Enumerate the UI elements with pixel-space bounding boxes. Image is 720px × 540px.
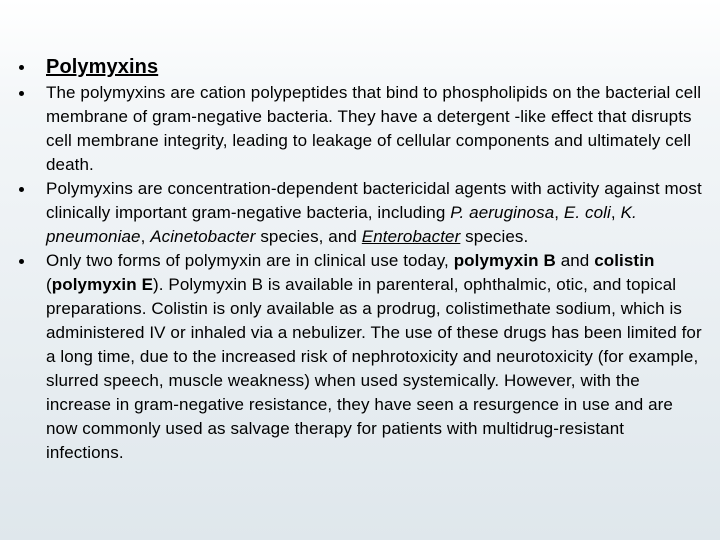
bullet-list: The polymyxins are cation polypeptides t… xyxy=(19,81,704,465)
text-run: Acinetobacter xyxy=(150,227,256,246)
text-run: , xyxy=(140,227,151,246)
text-run: and xyxy=(555,251,595,270)
bullet-item: Polymyxins are concentration-dependent b… xyxy=(19,177,704,249)
text-run: The polymyxins are cation polypeptides t… xyxy=(46,83,702,174)
text-run: species. xyxy=(460,227,529,246)
text-run: P. aeruginosa xyxy=(450,203,555,222)
text-run: polymyxin E xyxy=(51,275,154,294)
text-run: , xyxy=(610,203,621,222)
bullet xyxy=(19,65,24,70)
bullet-item: Only two forms of polymyxin are in clini… xyxy=(19,249,704,465)
text-run: E. coli xyxy=(563,203,611,222)
bullet-item: The polymyxins are cation polypeptides t… xyxy=(19,81,704,177)
text-run: Only two forms of polymyxin are in clini… xyxy=(46,251,454,270)
text-run: K. pneumoniae xyxy=(46,203,637,246)
bullet xyxy=(19,259,24,264)
text-run: Polymyxins are concentration-dependent b… xyxy=(46,179,702,222)
text-run: colistin xyxy=(594,251,655,270)
slide-title: Polymyxins xyxy=(19,55,704,79)
text-run: polymyxin B xyxy=(453,251,556,270)
text-run: , xyxy=(554,203,564,222)
bullet xyxy=(19,91,24,96)
text-run: ( xyxy=(46,275,52,294)
text-run: ). Polymyxin B is available in parentera… xyxy=(46,275,702,462)
bullet xyxy=(19,187,24,192)
text-run: species, and xyxy=(255,227,362,246)
title-text: Polymyxins xyxy=(46,56,159,78)
text-run: Enterobacter xyxy=(361,227,461,246)
